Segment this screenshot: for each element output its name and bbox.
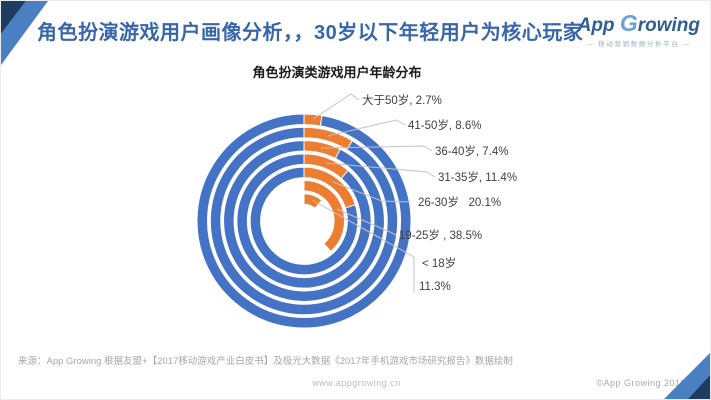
footer-url: www.appgrowing.cn — [312, 378, 401, 388]
slide-title: 角色扮演游戏用户画像分析，，30岁以下年轻用户为核心玩家 — [37, 22, 584, 44]
footer-copyright: ©App Growing 2018 — [596, 378, 686, 388]
chart-data-label-2: 36-40岁, 7.4% — [435, 144, 509, 158]
chart-data-label-6: < 18岁 — [422, 256, 456, 270]
corner-decoration-bottom-right — [664, 353, 710, 399]
ring-remainder-4 — [249, 166, 359, 276]
chart-title: 角色扮演类游戏用户年龄分布 — [252, 65, 422, 80]
corner-dark-triangle — [688, 375, 710, 399]
chart-data-label-0: 大于50岁, 2.7% — [362, 93, 442, 107]
corner-decoration-top-left — [1, 1, 48, 65]
chart-data-label-3: 31-35岁, 11.4% — [438, 170, 517, 184]
ring-segment-5 — [303, 179, 346, 253]
logo-text-rowing: rowing — [637, 15, 700, 36]
logo-g-swoosh: G — [619, 10, 638, 36]
ring-segment-4 — [303, 166, 356, 209]
ring-segment-1 — [303, 126, 353, 151]
leader-line-2 — [320, 145, 433, 152]
logo-wordmark: App Growing — [578, 12, 700, 37]
chart-data-label-5: 19-25岁 , 38.5% — [399, 228, 482, 242]
ring-segment-3 — [303, 153, 349, 179]
corner-light-triangle — [664, 353, 710, 399]
ring-segment-2 — [303, 140, 341, 160]
source-note: 来源：App Growing 根据友盟+【2017移动游戏产业白皮书】及极光大数… — [18, 356, 513, 367]
leader-line-6 — [311, 199, 415, 293]
leader-line-1 — [327, 119, 406, 137]
leader-line-3 — [325, 162, 436, 178]
chart-data-label-1: 41-50岁, 8.6% — [408, 118, 482, 132]
leader-line-4 — [332, 181, 412, 203]
leader-line-0 — [312, 93, 360, 120]
app-growing-logo: App Growing — 移动营销数据分析平台 — — [578, 12, 700, 49]
chart-data-label-7: 11.3% — [419, 281, 451, 293]
ring-remainder-1 — [209, 126, 399, 316]
leader-line-5 — [336, 208, 397, 236]
ring-segment-0 — [303, 113, 323, 127]
chart-data-label-4: 26-30岁 20.1% — [418, 195, 501, 209]
logo-tagline: — 移动营销数据分析平台 — — [586, 41, 691, 48]
logo-text-app: App — [577, 15, 615, 36]
corner-light-triangle — [1, 1, 48, 65]
